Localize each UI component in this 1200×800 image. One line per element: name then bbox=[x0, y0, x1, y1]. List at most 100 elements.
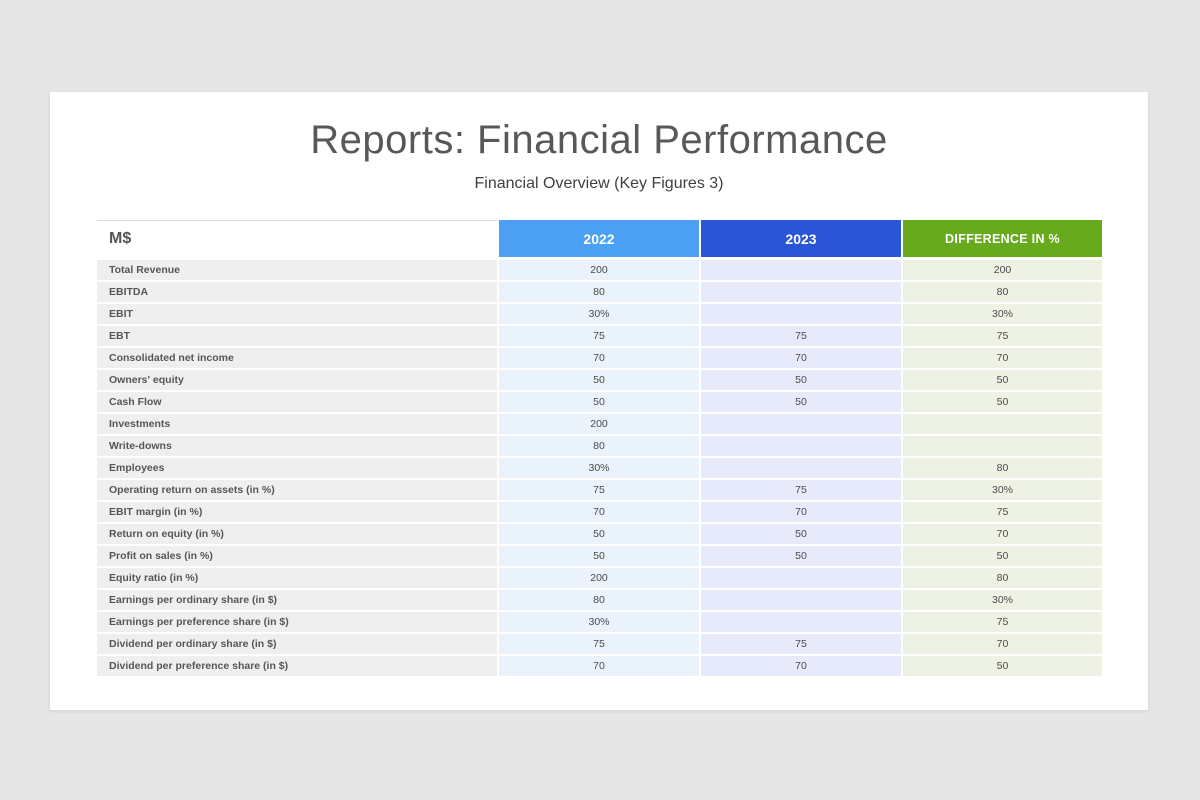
row-label: EBIT bbox=[97, 304, 497, 324]
cell-2022: 200 bbox=[499, 414, 699, 434]
column-header-difference: DIFFERENCE IN % bbox=[903, 220, 1102, 257]
cell-2022: 75 bbox=[499, 634, 699, 654]
cell-2023 bbox=[701, 282, 901, 302]
row-label: Dividend per preference share (in $) bbox=[97, 656, 497, 676]
table-row: Operating return on assets (in %) 75 75 … bbox=[97, 480, 1102, 500]
row-label: Cash Flow bbox=[97, 392, 497, 412]
column-header-2022: 2022 bbox=[499, 220, 699, 257]
cell-difference: 70 bbox=[903, 634, 1102, 654]
cell-2023: 70 bbox=[701, 348, 901, 368]
cell-difference: 70 bbox=[903, 348, 1102, 368]
row-label: Total Revenue bbox=[97, 260, 497, 280]
table-row: Total Revenue 200 200 bbox=[97, 260, 1102, 280]
cell-difference: 75 bbox=[903, 612, 1102, 632]
cell-2023: 75 bbox=[701, 326, 901, 346]
page-title: Reports: Financial Performance bbox=[310, 118, 888, 162]
cell-difference: 30% bbox=[903, 304, 1102, 324]
cell-difference: 75 bbox=[903, 502, 1102, 522]
cell-2023: 50 bbox=[701, 546, 901, 566]
table-row: Profit on sales (in %) 50 50 50 bbox=[97, 546, 1102, 566]
cell-2022: 200 bbox=[499, 260, 699, 280]
table-row: Return on equity (in %) 50 50 70 bbox=[97, 524, 1102, 544]
cell-difference: 70 bbox=[903, 524, 1102, 544]
cell-2022: 30% bbox=[499, 304, 699, 324]
unit-header: M$ bbox=[97, 220, 497, 257]
cell-2023: 50 bbox=[701, 370, 901, 390]
table-row: EBIT margin (in %) 70 70 75 bbox=[97, 502, 1102, 522]
row-label: Employees bbox=[97, 458, 497, 478]
cell-2023 bbox=[701, 612, 901, 632]
page-subtitle: Financial Overview (Key Figures 3) bbox=[474, 175, 724, 192]
table-row: Employees 30% 80 bbox=[97, 458, 1102, 478]
cell-2023 bbox=[701, 590, 901, 610]
row-label: Equity ratio (in %) bbox=[97, 568, 497, 588]
row-label: Dividend per ordinary share (in $) bbox=[97, 634, 497, 654]
cell-2022: 75 bbox=[499, 326, 699, 346]
cell-difference: 50 bbox=[903, 392, 1102, 412]
cell-2022: 50 bbox=[499, 370, 699, 390]
cell-2023 bbox=[701, 260, 901, 280]
cell-difference bbox=[903, 414, 1102, 434]
cell-difference: 75 bbox=[903, 326, 1102, 346]
table-header-row: M$ 2022 2023 DIFFERENCE IN % bbox=[97, 220, 1102, 257]
row-label: EBITDA bbox=[97, 282, 497, 302]
cell-difference: 200 bbox=[903, 260, 1102, 280]
cell-difference: 30% bbox=[903, 590, 1102, 610]
table-row: Dividend per preference share (in $) 70 … bbox=[97, 656, 1102, 676]
cell-2023: 50 bbox=[701, 392, 901, 412]
table-row: Earnings per preference share (in $) 30%… bbox=[97, 612, 1102, 632]
cell-2022: 200 bbox=[499, 568, 699, 588]
cell-difference: 50 bbox=[903, 656, 1102, 676]
cell-2023: 75 bbox=[701, 480, 901, 500]
cell-2023: 50 bbox=[701, 524, 901, 544]
cell-difference: 80 bbox=[903, 568, 1102, 588]
column-header-2023: 2023 bbox=[701, 220, 901, 257]
cell-2022: 70 bbox=[499, 656, 699, 676]
row-label: Earnings per ordinary share (in $) bbox=[97, 590, 497, 610]
row-label: Consolidated net income bbox=[97, 348, 497, 368]
row-label: Earnings per preference share (in $) bbox=[97, 612, 497, 632]
cell-difference: 80 bbox=[903, 282, 1102, 302]
cell-2022: 50 bbox=[499, 546, 699, 566]
table-row: Equity ratio (in %) 200 80 bbox=[97, 568, 1102, 588]
cell-2023: 70 bbox=[701, 502, 901, 522]
table-row: Cash Flow 50 50 50 bbox=[97, 392, 1102, 412]
table-row: Owners' equity 50 50 50 bbox=[97, 370, 1102, 390]
cell-2022: 50 bbox=[499, 524, 699, 544]
cell-2022: 80 bbox=[499, 590, 699, 610]
row-label: Write-downs bbox=[97, 436, 497, 456]
row-label: EBIT margin (in %) bbox=[97, 502, 497, 522]
table-row: EBITDA 80 80 bbox=[97, 282, 1102, 302]
cell-difference bbox=[903, 436, 1102, 456]
cell-2023: 75 bbox=[701, 634, 901, 654]
cell-2022: 80 bbox=[499, 436, 699, 456]
cell-difference: 30% bbox=[903, 480, 1102, 500]
row-label: Profit on sales (in %) bbox=[97, 546, 497, 566]
cell-2023 bbox=[701, 568, 901, 588]
table-row: EBIT 30% 30% bbox=[97, 304, 1102, 324]
table-row: Investments 200 bbox=[97, 414, 1102, 434]
cell-2022: 70 bbox=[499, 502, 699, 522]
cell-2023 bbox=[701, 304, 901, 324]
cell-2023 bbox=[701, 436, 901, 456]
row-label: Return on equity (in %) bbox=[97, 524, 497, 544]
row-label: EBT bbox=[97, 326, 497, 346]
table-row: Consolidated net income 70 70 70 bbox=[97, 348, 1102, 368]
cell-2022: 30% bbox=[499, 612, 699, 632]
cell-2023: 70 bbox=[701, 656, 901, 676]
cell-difference: 80 bbox=[903, 458, 1102, 478]
row-label: Investments bbox=[97, 414, 497, 434]
cell-2023 bbox=[701, 414, 901, 434]
table-row: Write-downs 80 bbox=[97, 436, 1102, 456]
cell-2022: 30% bbox=[499, 458, 699, 478]
cell-2022: 70 bbox=[499, 348, 699, 368]
cell-2022: 75 bbox=[499, 480, 699, 500]
table-row: Dividend per ordinary share (in $) 75 75… bbox=[97, 634, 1102, 654]
table-row: EBT 75 75 75 bbox=[97, 326, 1102, 346]
financial-table: M$ 2022 2023 DIFFERENCE IN % Total Reven… bbox=[97, 220, 1102, 676]
row-label: Owners' equity bbox=[97, 370, 497, 390]
cell-difference: 50 bbox=[903, 370, 1102, 390]
slide-card: Reports: Financial Performance Financial… bbox=[50, 92, 1148, 710]
cell-2022: 50 bbox=[499, 392, 699, 412]
row-label: Operating return on assets (in %) bbox=[97, 480, 497, 500]
